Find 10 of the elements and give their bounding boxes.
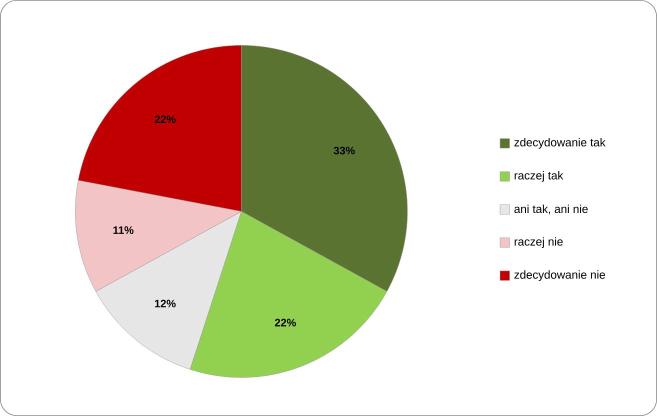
legend-label: raczej nie: [514, 237, 563, 248]
data-label: 22%: [154, 115, 176, 124]
legend-label: ani tak, ani nie: [514, 204, 588, 214]
legend-label: zdecydowanie tak: [514, 138, 606, 149]
data-label: 11%: [113, 226, 134, 234]
data-label: 22%: [274, 318, 296, 326]
data-label: 12%: [154, 300, 176, 308]
legend-label: raczej tak: [514, 171, 564, 182]
legend-label: zdecydowanie nie: [514, 270, 606, 282]
data-label: 33%: [334, 146, 355, 154]
